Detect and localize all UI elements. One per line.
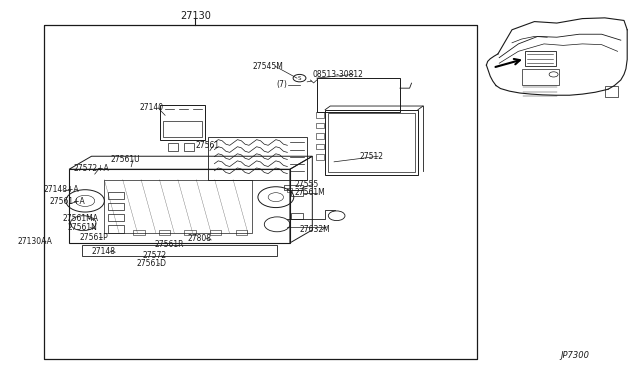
Bar bbox=[208, 137, 307, 180]
Text: 27130AA: 27130AA bbox=[18, 237, 52, 246]
Text: (7): (7) bbox=[276, 80, 287, 89]
Text: 27561R: 27561R bbox=[155, 240, 184, 249]
Text: 27561M: 27561M bbox=[294, 188, 325, 197]
Bar bbox=[184, 143, 194, 151]
Text: 27561D: 27561D bbox=[136, 259, 166, 268]
Text: 27808: 27808 bbox=[188, 234, 211, 243]
Bar bbox=[317, 78, 400, 112]
Text: 27572: 27572 bbox=[143, 251, 167, 260]
Bar bbox=[236, 230, 247, 235]
Bar bbox=[316, 123, 324, 128]
Bar bbox=[133, 230, 145, 235]
Bar bbox=[168, 143, 178, 151]
Text: 27545M: 27545M bbox=[253, 62, 284, 71]
Bar bbox=[82, 245, 277, 256]
Bar bbox=[328, 113, 415, 172]
Text: 27632M: 27632M bbox=[300, 225, 330, 234]
Bar bbox=[525, 51, 556, 66]
Text: JP7300: JP7300 bbox=[560, 351, 589, 360]
Text: 27140: 27140 bbox=[140, 103, 164, 112]
Bar bbox=[184, 230, 196, 235]
Text: 27561: 27561 bbox=[195, 141, 220, 150]
Text: 27561+A: 27561+A bbox=[50, 198, 86, 206]
Bar bbox=[316, 144, 324, 149]
Bar bbox=[522, 69, 559, 85]
Text: 27148: 27148 bbox=[92, 247, 115, 256]
Text: 27561MA: 27561MA bbox=[63, 214, 99, 223]
Bar bbox=[605, 86, 618, 97]
Text: 27512: 27512 bbox=[360, 152, 384, 161]
Text: S: S bbox=[298, 76, 301, 81]
Text: 27561P: 27561P bbox=[80, 233, 109, 242]
Bar bbox=[210, 230, 221, 235]
Bar bbox=[284, 185, 303, 190]
Bar bbox=[316, 133, 324, 139]
Bar bbox=[287, 188, 292, 192]
Bar bbox=[159, 230, 170, 235]
Bar bbox=[291, 190, 303, 196]
Text: 27561U: 27561U bbox=[111, 155, 140, 164]
Bar bbox=[69, 169, 290, 243]
Text: 08513-30812: 08513-30812 bbox=[312, 70, 363, 79]
Bar bbox=[108, 214, 124, 221]
Bar bbox=[108, 225, 124, 232]
Bar bbox=[160, 105, 205, 140]
Bar bbox=[316, 154, 324, 160]
Text: 27130: 27130 bbox=[180, 11, 211, 20]
Bar bbox=[291, 213, 303, 219]
Bar bbox=[325, 110, 418, 175]
Bar bbox=[104, 180, 252, 233]
Text: 27555: 27555 bbox=[294, 180, 319, 189]
Text: 27561N: 27561N bbox=[68, 223, 98, 232]
Bar bbox=[316, 112, 324, 118]
Bar bbox=[108, 203, 124, 210]
Bar bbox=[108, 192, 124, 199]
Bar bbox=[163, 121, 202, 137]
Text: 27572+A: 27572+A bbox=[74, 164, 109, 173]
Text: 27148+A: 27148+A bbox=[44, 185, 79, 194]
